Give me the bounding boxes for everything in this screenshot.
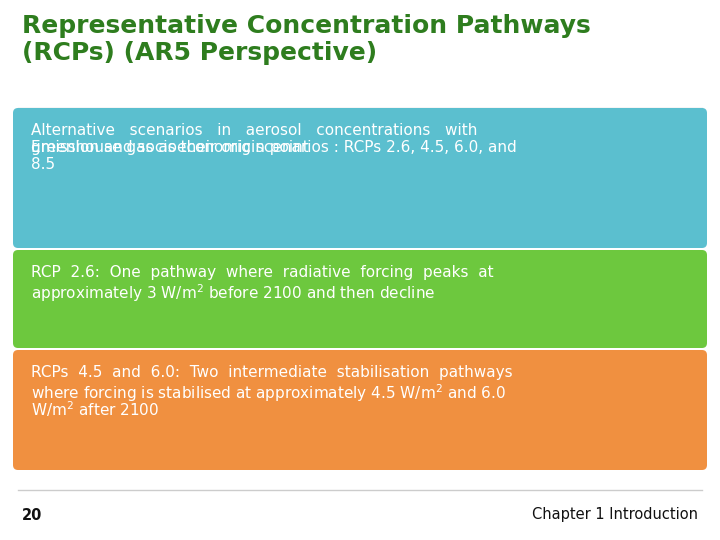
Text: RCP  2.6:  One  pathway  where  radiative  forcing  peaks  at: RCP 2.6: One pathway where radiative for… — [31, 265, 494, 280]
Text: Representative Concentration Pathways
(RCPs) (AR5 Perspective): Representative Concentration Pathways (R… — [22, 14, 590, 65]
FancyBboxPatch shape — [13, 108, 707, 248]
FancyBboxPatch shape — [13, 350, 707, 470]
Text: 20: 20 — [22, 508, 42, 523]
Text: W/m$^{2}$ after 2100: W/m$^{2}$ after 2100 — [31, 399, 159, 418]
Text: Chapter 1 Introduction: Chapter 1 Introduction — [532, 508, 698, 523]
Text: approximately 3 W/m$^{2}$ before 2100 and then decline: approximately 3 W/m$^{2}$ before 2100 an… — [31, 282, 436, 303]
Text: Emission and socioeconomic scenarios : RCPs 2.6, 4.5, 6.0, and
8.5: Emission and socioeconomic scenarios : R… — [31, 140, 517, 172]
FancyBboxPatch shape — [13, 250, 707, 348]
Text: RCPs  4.5  and  6.0:  Two  intermediate  stabilisation  pathways: RCPs 4.5 and 6.0: Two intermediate stabi… — [31, 365, 513, 380]
Text: Alternative   scenarios   in   aerosol   concentrations   with
greenhouse gas as: Alternative scenarios in aerosol concent… — [31, 123, 477, 156]
Text: where forcing is stabilised at approximately 4.5 W/m$^{2}$ and 6.0: where forcing is stabilised at approxima… — [31, 382, 506, 404]
